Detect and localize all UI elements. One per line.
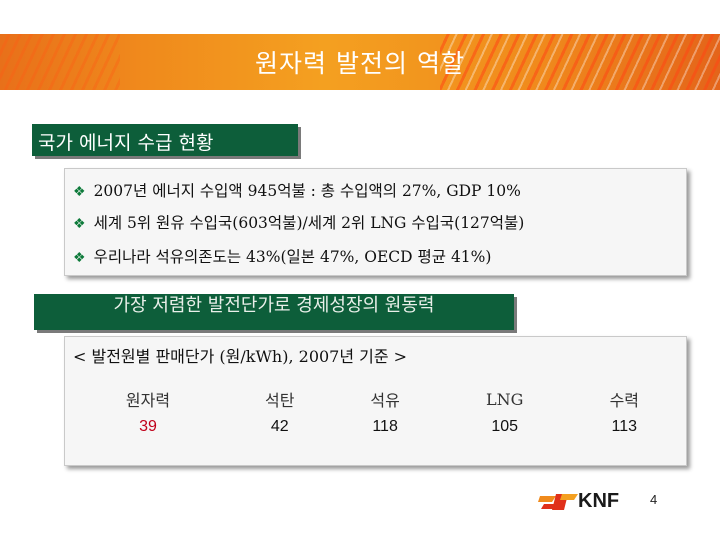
bullet-item: ❖ 세계 5위 원유 수입국(603억불)/세계 2위 LNG 수입국(127억불… (73, 211, 524, 233)
section-header-label: 가장 저렴한 발전단가로 경제성장의 원동력 (113, 295, 435, 316)
slide-title: 원자력 발전의 역할 (255, 49, 465, 78)
column-header: 원자력 (125, 391, 171, 410)
price-table-box: < 발전원별 판매단가 (원/kWh), 2007년 기준 > 원자력 석탄 석… (64, 336, 687, 466)
table-cell: 39 (139, 418, 157, 435)
bullet-text: 2007년 에너지 수입액 945억불 : 총 수입액의 27%, GDP 10… (93, 182, 521, 200)
column-header: LNG (485, 389, 524, 409)
column-header: 수력 (609, 391, 640, 410)
bullet-text: 우리나라 석유의존도는 43%(일본 47%, OECD 평균 41%) (93, 248, 492, 266)
diamond-bullet-icon: ❖ (73, 216, 86, 232)
section-header-energy-supply: 국가 에너지 수급 현황 (32, 124, 298, 156)
banner-decoration-left (0, 34, 120, 90)
table-row: 39 42 118 105 113 (69, 413, 677, 441)
energy-facts-box: ❖ 2007년 에너지 수입액 945억불 : 총 수입액의 27%, GDP 1… (64, 168, 687, 276)
price-table-caption: < 발전원별 판매단가 (원/kWh), 2007년 기준 > (73, 347, 408, 366)
section-header-power-cost: 가장 저렴한 발전단가로 경제성장의 원동력 (34, 294, 514, 330)
title-banner: 원자력 발전의 역할 (0, 34, 720, 90)
bullet-text: 세계 5위 원유 수입국(603억불)/세계 2위 LNG 수입국(127억불) (93, 214, 525, 232)
table-header-row: 원자력 석탄 석유 LNG 수력 (69, 385, 677, 413)
table-cell: 42 (270, 418, 289, 435)
diamond-bullet-icon: ❖ (73, 184, 86, 200)
diamond-bullet-icon: ❖ (73, 250, 86, 266)
banner-decoration-right (440, 34, 720, 90)
table-cell: 118 (372, 418, 398, 435)
price-table: 원자력 석탄 석유 LNG 수력 39 42 118 105 113 (69, 385, 677, 441)
bullet-item: ❖ 2007년 에너지 수입액 945억불 : 총 수입액의 27%, GDP 1… (73, 179, 521, 201)
bullet-item: ❖ 우리나라 석유의존도는 43%(일본 47%, OECD 평균 41%) (73, 245, 491, 267)
section-header-label: 국가 에너지 수급 현황 (38, 132, 214, 154)
knf-logo: KNF (538, 490, 638, 514)
page-number: 4 (650, 492, 658, 507)
column-header: 석유 (370, 391, 400, 410)
knf-logo-icon (538, 494, 578, 510)
knf-logo-text: KNF (578, 490, 620, 512)
table-cell: 105 (491, 418, 519, 435)
table-cell: 113 (611, 418, 638, 435)
column-header: 석탄 (264, 391, 295, 410)
